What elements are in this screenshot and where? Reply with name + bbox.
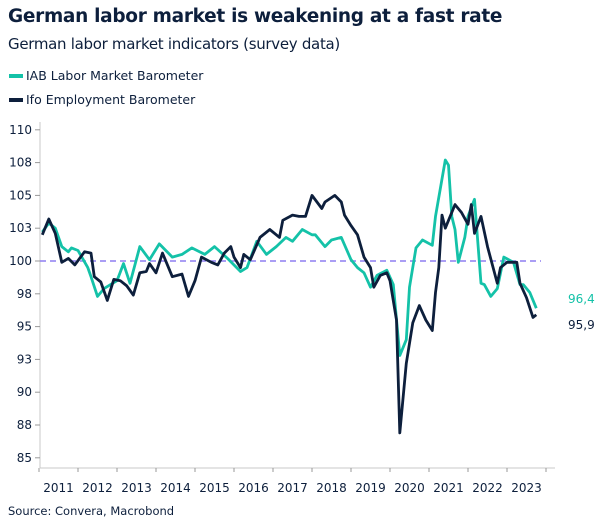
y-tick-label: 105: [9, 188, 32, 202]
x-tick-label: 2011: [43, 481, 74, 495]
y-tick-label: 95: [17, 320, 32, 334]
x-tick-label: 2022: [472, 481, 503, 495]
y-tick-label: 85: [17, 451, 32, 465]
y-tick-label: 108: [9, 156, 32, 170]
legend-swatch-ifo: [9, 97, 23, 102]
y-tick-label: 103: [9, 221, 32, 235]
x-tick-label: 2012: [82, 481, 113, 495]
y-tick-label: 110: [9, 123, 32, 137]
y-tick-label: 90: [17, 385, 32, 399]
chart-subtitle: German labor market indicators (survey d…: [8, 35, 340, 53]
x-tick-label: 2018: [316, 481, 347, 495]
legend-label-iab: IAB Labor Market Barometer: [26, 68, 204, 83]
y-tick-label: 88: [17, 418, 32, 432]
end-value-label: 96,4: [568, 292, 595, 306]
x-tick-label: 2013: [121, 481, 152, 495]
series-line-iab: [41, 158, 538, 357]
x-tick-label: 2020: [394, 481, 425, 495]
end-value-label: 95,9: [568, 318, 595, 332]
x-tick-label: 2021: [433, 481, 464, 495]
source-note: Source: Convera, Macrobond: [8, 504, 175, 518]
legend-item-ifo: Ifo Employment Barometer: [9, 92, 195, 107]
x-tick-label: 2015: [199, 481, 230, 495]
y-tick-label: 93: [17, 352, 32, 366]
x-tick-label: 2017: [277, 481, 308, 495]
x-tick-label: 2023: [511, 481, 542, 495]
legend-item-iab: IAB Labor Market Barometer: [9, 68, 203, 83]
y-tick-label: 100: [9, 254, 32, 268]
x-tick-label: 2016: [238, 481, 269, 495]
legend-swatch-iab: [9, 73, 23, 78]
series-line-ifo: [41, 194, 538, 435]
x-tick-label: 2019: [355, 481, 386, 495]
x-tick-label: 2014: [160, 481, 191, 495]
legend-label-ifo: Ifo Employment Barometer: [26, 92, 196, 107]
chart-title: German labor market is weakening at a fa…: [8, 6, 503, 27]
y-tick-label: 98: [17, 287, 32, 301]
